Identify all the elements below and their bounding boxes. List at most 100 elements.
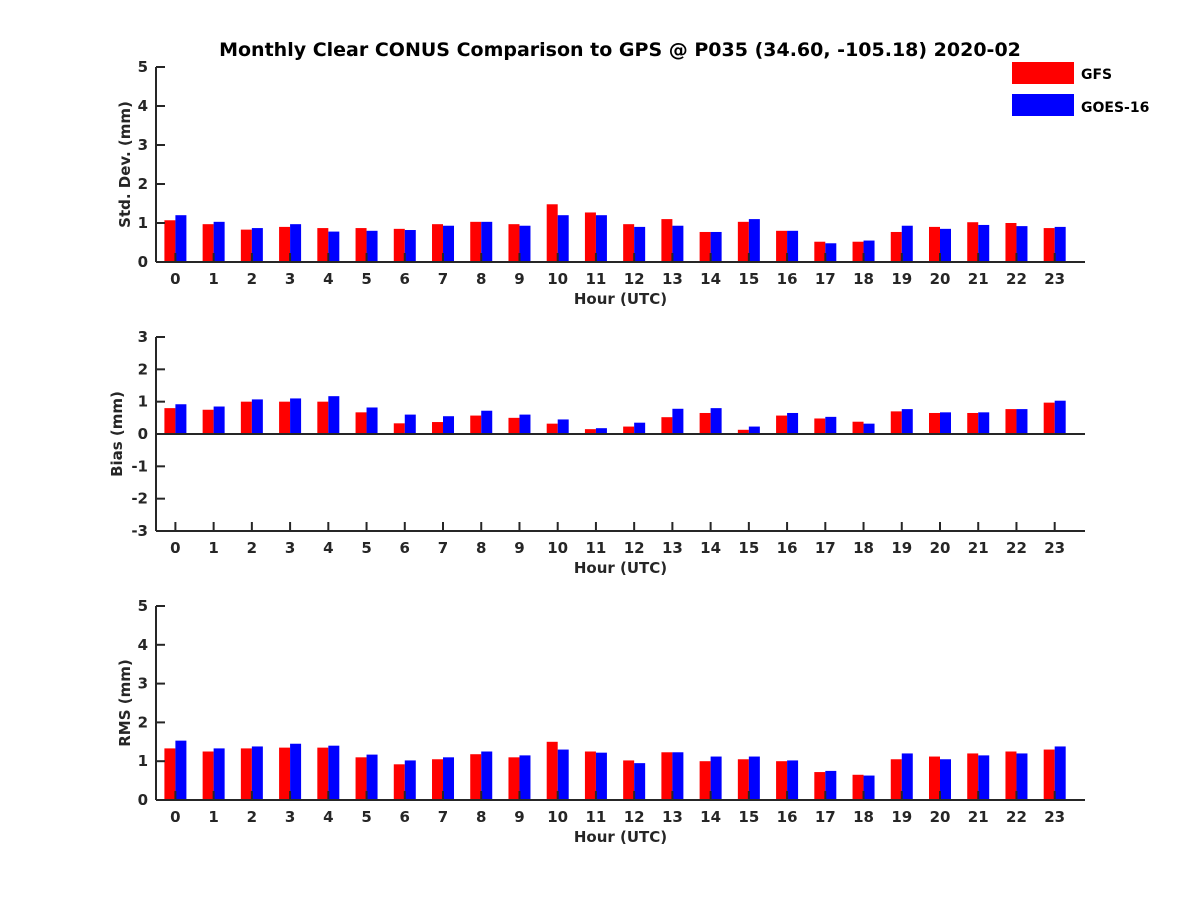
- rms-bar-goes-23: [1054, 746, 1066, 800]
- rms-bar-goes-9: [519, 755, 531, 800]
- rms-bar-goes-12: [634, 763, 646, 800]
- bias-bar-goes-17: [825, 416, 837, 434]
- bias-x-tick-label: 14: [700, 539, 721, 557]
- bias-x-tick-label: 1: [208, 539, 218, 557]
- rms-x-tick-label: 13: [662, 808, 683, 826]
- std-dev-bar-goes-15: [748, 219, 760, 262]
- std-dev-x-tick-label: 5: [361, 270, 371, 288]
- bias-bar-gfs-21: [967, 412, 979, 434]
- legend-label-goes: GOES-16: [1081, 100, 1149, 116]
- std-dev-bar-gfs-19: [890, 231, 902, 262]
- std-dev-y-axis-label: Std. Dev. (mm): [116, 101, 134, 228]
- bias-bar-gfs-5: [355, 412, 367, 434]
- std-dev-x-tick-label: 6: [400, 270, 410, 288]
- rms-x-tick-label: 15: [738, 808, 759, 826]
- rms-bar-goes-15: [748, 756, 760, 800]
- std-dev-bar-goes-13: [672, 225, 684, 262]
- std-dev-bar-goes-22: [1016, 226, 1028, 262]
- bias-x-tick-label: 15: [738, 539, 759, 557]
- rms-y-tick-label: 1: [138, 752, 148, 770]
- std-dev-x-tick-label: 1: [208, 270, 218, 288]
- bias-bar-gfs-8: [470, 415, 482, 434]
- std-dev-bar-goes-11: [595, 215, 607, 262]
- rms-bar-goes-13: [672, 752, 684, 800]
- rms-bar-goes-4: [328, 745, 340, 800]
- bias-bar-goes-9: [519, 414, 531, 434]
- rms-x-tick-label: 18: [853, 808, 874, 826]
- rms-bar-goes-2: [251, 746, 263, 800]
- std-dev-x-tick-label: 0: [170, 270, 180, 288]
- rms-x-tick-label: 23: [1044, 808, 1065, 826]
- bias-bar-gfs-17: [814, 418, 826, 434]
- bias-bar-goes-8: [481, 410, 493, 434]
- std-dev-bar-goes-4: [328, 231, 340, 262]
- std-dev-bar-gfs-23: [1043, 228, 1055, 262]
- rms-bar-goes-22: [1016, 753, 1028, 800]
- std-dev-bar-goes-6: [404, 230, 416, 262]
- rms-x-tick-label: 11: [585, 808, 606, 826]
- rms-bar-gfs-11: [584, 751, 596, 800]
- rms-bar-goes-16: [787, 760, 799, 800]
- std-dev-x-axis-label: Hour (UTC): [574, 290, 667, 308]
- rms-bar-gfs-22: [1005, 751, 1017, 800]
- rms-bar-gfs-0: [164, 748, 176, 800]
- std-dev-x-tick-label: 3: [285, 270, 295, 288]
- std-dev-bar-gfs-1: [202, 224, 214, 262]
- rms-bar-goes-11: [595, 752, 607, 800]
- rms-bar-gfs-17: [814, 772, 826, 800]
- std-dev-bar-gfs-13: [661, 219, 673, 262]
- bias-bar-gfs-9: [508, 417, 520, 434]
- std-dev-x-tick-label: 17: [815, 270, 836, 288]
- rms-x-tick-label: 1: [208, 808, 218, 826]
- bias-bar-goes-10: [557, 419, 569, 434]
- bias-bar-goes-15: [748, 426, 760, 434]
- rms-bar-goes-5: [366, 754, 378, 800]
- std-dev-bar-gfs-11: [584, 212, 596, 262]
- std-dev-x-tick-label: 2: [247, 270, 257, 288]
- bias-bar-goes-2: [251, 399, 263, 434]
- rms-bar-gfs-5: [355, 757, 367, 800]
- rms-bar-gfs-13: [661, 752, 673, 800]
- rms-bar-goes-21: [978, 755, 990, 800]
- std-dev-bar-goes-10: [557, 215, 569, 262]
- std-dev-bar-goes-16: [787, 230, 799, 262]
- std-dev-bar-goes-0: [175, 215, 187, 262]
- std-dev-x-tick-label: 10: [547, 270, 568, 288]
- bias-bar-gfs-7: [432, 422, 444, 434]
- rms-x-tick-label: 6: [400, 808, 410, 826]
- bias-bar-goes-11: [595, 428, 607, 434]
- std-dev-x-tick-label: 14: [700, 270, 721, 288]
- std-dev-bar-goes-14: [710, 231, 722, 262]
- bias-x-tick-label: 2: [247, 539, 257, 557]
- std-dev-bar-gfs-18: [852, 241, 864, 262]
- bias-bar-goes-13: [672, 408, 684, 434]
- rms-bar-gfs-14: [699, 761, 711, 800]
- bias-x-tick-label: 23: [1044, 539, 1065, 557]
- bias-x-tick-label: 9: [514, 539, 524, 557]
- rms-bar-goes-10: [557, 749, 569, 800]
- rms-bar-gfs-9: [508, 757, 520, 800]
- rms-bar-goes-0: [175, 740, 187, 800]
- rms-bar-gfs-15: [737, 759, 749, 800]
- bias-x-tick-label: 16: [777, 539, 798, 557]
- std-dev-bar-gfs-7: [432, 224, 444, 262]
- bias-bar-goes-21: [978, 412, 990, 434]
- rms-x-tick-label: 20: [930, 808, 951, 826]
- std-dev-bar-gfs-2: [240, 229, 252, 262]
- rms-bar-gfs-7: [432, 759, 444, 800]
- std-dev-bar-gfs-20: [929, 226, 940, 262]
- bias-bar-goes-1: [213, 406, 225, 434]
- std-dev-bar-gfs-9: [508, 224, 520, 262]
- std-dev-bar-goes-9: [519, 225, 531, 262]
- rms-x-tick-label: 22: [1006, 808, 1027, 826]
- std-dev-bar-gfs-10: [546, 204, 558, 262]
- bias-y-tick-label: 1: [138, 393, 148, 411]
- rms-x-tick-label: 12: [624, 808, 645, 826]
- std-dev-bar-goes-5: [366, 230, 378, 262]
- rms-y-tick-label: 4: [138, 636, 148, 654]
- rms-bar-gfs-8: [470, 754, 482, 800]
- std-dev-bar-goes-21: [978, 224, 990, 262]
- rms-x-tick-label: 9: [514, 808, 524, 826]
- std-dev-x-tick-label: 8: [476, 270, 486, 288]
